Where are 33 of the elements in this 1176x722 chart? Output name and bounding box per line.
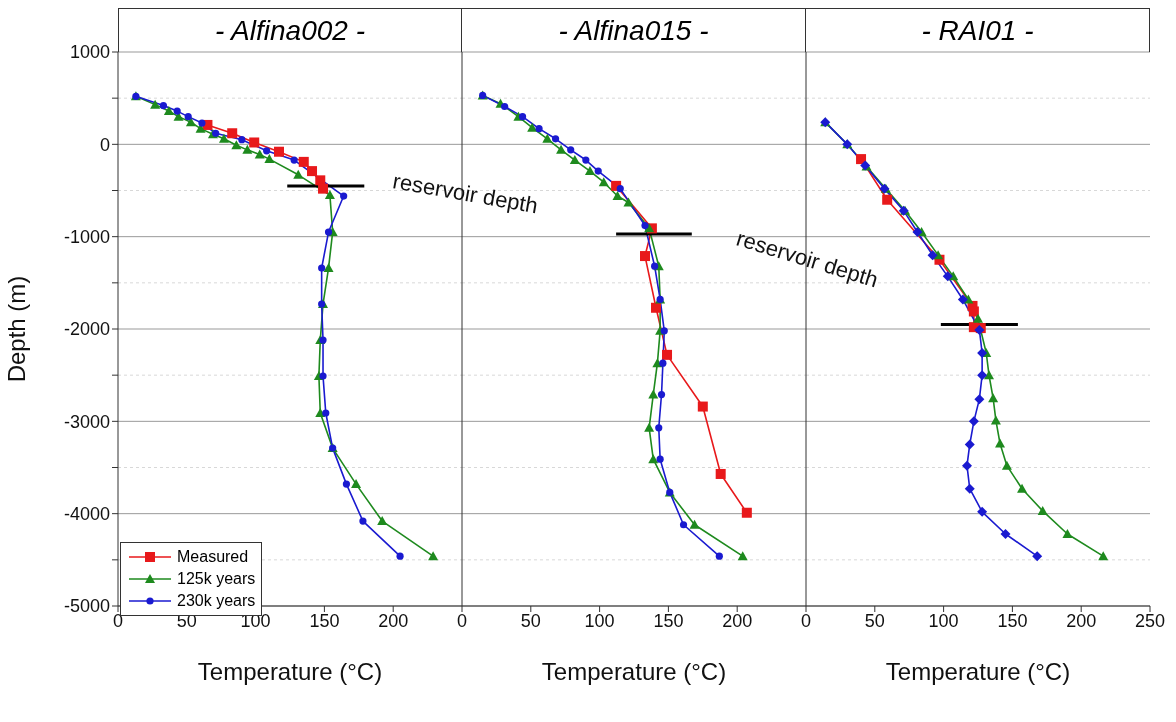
annotation: reservoir depth (390, 168, 540, 220)
x-axis-title: Temperature (°C) (197, 658, 383, 685)
y-tick-label: 0 (99, 134, 110, 155)
y-axis-title: Depth (m) (2, 275, 30, 383)
x-tick-label: 150 (309, 610, 340, 631)
x-tick-label: 200 (722, 610, 753, 631)
x-axis-title: Temperature (°C) (541, 658, 727, 685)
chart-title: - RAI01 - (806, 8, 1150, 52)
chart-title: - Alfina002 - (118, 8, 462, 52)
x-tick-label: 0 (800, 610, 812, 631)
x-tick-label: 50 (520, 610, 541, 631)
x-tick-label: 200 (378, 610, 409, 631)
legend-label: Measured (177, 548, 249, 566)
y-tick-label: -3000 (63, 411, 110, 432)
x-tick-label: 0 (456, 610, 468, 631)
x-axis-title: Temperature (°C) (885, 658, 1071, 685)
annotation: reservoir depth (733, 225, 882, 294)
x-tick-label: 250 (1134, 610, 1166, 631)
y-tick-label: -4000 (63, 504, 110, 525)
x-tick-label: 100 (584, 610, 615, 631)
y-tick-label: -1000 (63, 227, 110, 248)
legend-label: 125k years (177, 570, 256, 588)
y-tick-label: -5000 (63, 596, 110, 617)
x-tick-label: 150 (653, 610, 684, 631)
x-tick-label: 50 (864, 610, 885, 631)
y-tick-label: -2000 (63, 319, 110, 340)
x-tick-label: 150 (997, 610, 1028, 631)
legend-label: 230k years (177, 592, 256, 610)
x-tick-label: 100 (928, 610, 959, 631)
chart-title: - Alfina015 - (462, 8, 806, 52)
x-tick-label: 200 (1066, 610, 1097, 631)
y-tick-label: 1000 (69, 42, 110, 63)
x-tick-label: 0 (112, 610, 124, 631)
